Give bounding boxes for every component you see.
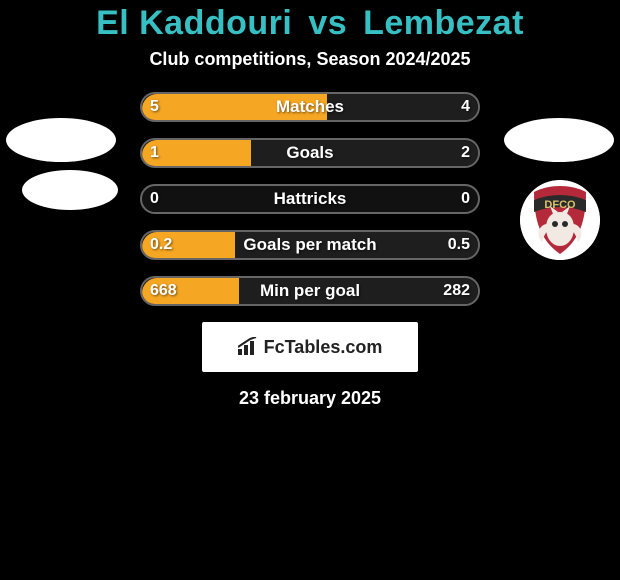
bar-left [142, 278, 243, 306]
player2-name: Lembezat [363, 4, 524, 42]
stat-row: 668282Min per goal [0, 276, 620, 306]
stat-row: 54Matches [0, 92, 620, 122]
bar-track [140, 138, 480, 168]
bar-left [142, 94, 331, 122]
bar-track [140, 230, 480, 260]
player1-name: El Kaddouri [96, 4, 292, 42]
bar-right [251, 140, 478, 168]
bar-right [239, 278, 478, 306]
fctables-logo[interactable]: FcTables.com [202, 322, 418, 372]
subtitle: Club competitions, Season 2024/2025 [0, 49, 620, 70]
vs-text: vs [308, 4, 347, 42]
stat-row: 12Goals [0, 138, 620, 168]
stat-row: 0.20.5Goals per match [0, 230, 620, 260]
bar-left [142, 140, 255, 168]
stat-row: 00Hattricks [0, 184, 620, 214]
bar-right [235, 232, 478, 260]
page-title: El Kaddouri vs Lembezat [0, 4, 620, 43]
bar-track [140, 92, 480, 122]
logo-text: FcTables.com [264, 337, 383, 358]
chart-icon [238, 337, 258, 358]
footer-date: 23 february 2025 [0, 388, 620, 409]
bar-left [142, 232, 239, 260]
bar-right [327, 94, 478, 122]
bar-track [140, 184, 480, 214]
bar-track [140, 276, 480, 306]
